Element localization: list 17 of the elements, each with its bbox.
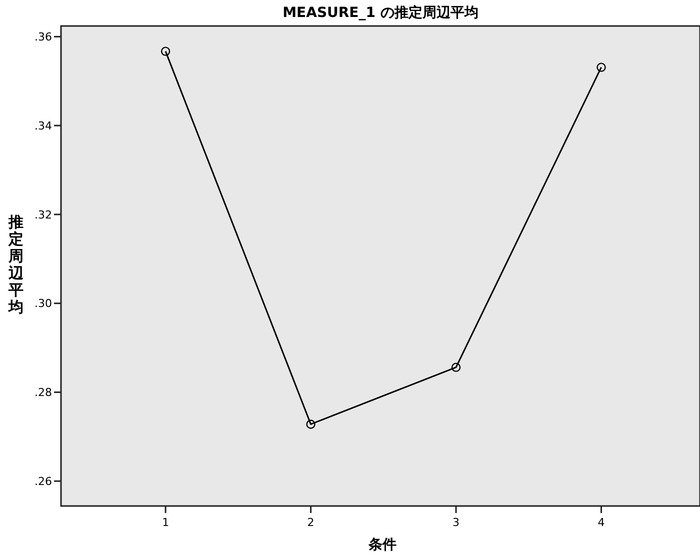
chart-title: MEASURE_1 の推定周辺平均 bbox=[282, 4, 478, 21]
x-tick-label: 2 bbox=[307, 516, 314, 529]
point bbox=[451, 362, 461, 372]
x-axis-title: 条件 bbox=[368, 537, 396, 553]
point bbox=[160, 46, 170, 56]
x-tick-label: 3 bbox=[452, 516, 460, 529]
point bbox=[596, 62, 606, 72]
x-tick-label: 1 bbox=[162, 516, 170, 529]
y-tick-label: .28 bbox=[34, 386, 52, 400]
y-tick-label: .34 bbox=[34, 119, 52, 132]
y-tick-label: .36 bbox=[34, 30, 52, 44]
y-axis-title: 推定周辺平均 bbox=[8, 213, 24, 316]
point bbox=[306, 420, 316, 429]
x-tick-label: 4 bbox=[598, 516, 605, 529]
y-tick-label: .32 bbox=[34, 208, 52, 222]
y-tick-label: .26 bbox=[34, 474, 52, 488]
y-tick-label: .30 bbox=[34, 297, 52, 310]
